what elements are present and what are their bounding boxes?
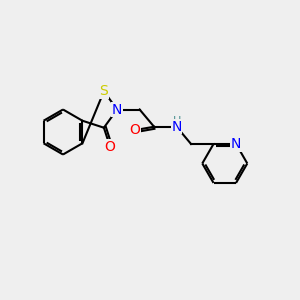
Text: O: O: [129, 123, 140, 137]
Text: N: N: [112, 103, 122, 116]
Text: N: N: [171, 120, 182, 134]
Text: H: H: [172, 116, 181, 126]
Text: S: S: [100, 84, 108, 98]
Text: O: O: [105, 140, 116, 154]
Text: N: N: [231, 137, 241, 151]
